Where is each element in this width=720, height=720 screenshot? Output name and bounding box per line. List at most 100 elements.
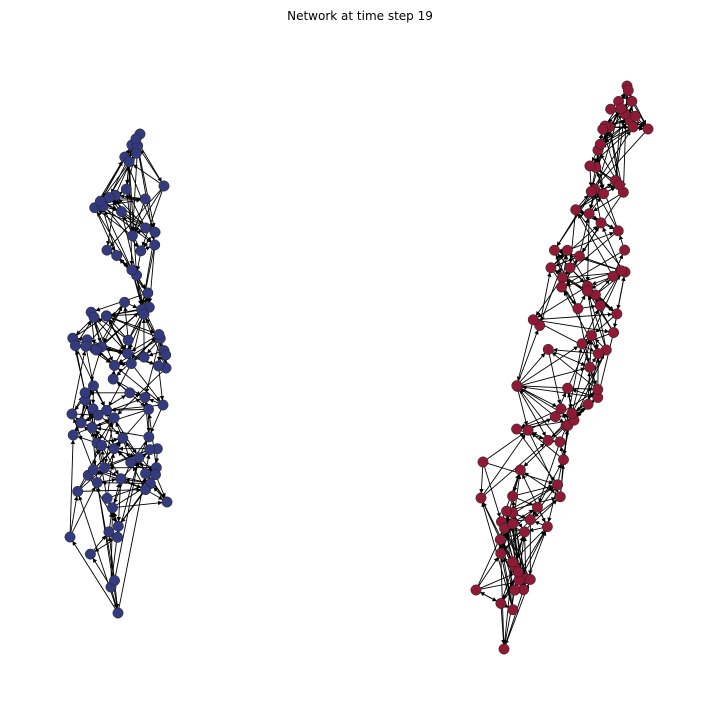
left-cluster-edge (128, 149, 133, 158)
right-cluster-edge (535, 281, 560, 317)
left-cluster-node (94, 195, 106, 207)
right-cluster-node (549, 411, 561, 423)
right-cluster-node (522, 424, 534, 436)
right-cluster-edge (605, 224, 615, 230)
right-cluster-edge (577, 213, 611, 273)
left-cluster-edge (136, 143, 156, 241)
right-cluster-node (511, 380, 523, 392)
right-cluster-edge (578, 194, 589, 207)
right-cluster-edge (512, 474, 520, 492)
right-cluster-edge (591, 278, 609, 289)
right-cluster-node (576, 338, 588, 350)
right-cluster-edge (534, 521, 543, 526)
left-cluster-edge (140, 149, 162, 183)
left-cluster-edge (158, 370, 165, 401)
right-cluster-edge (528, 527, 543, 533)
left-cluster-edge (106, 445, 111, 450)
left-cluster-node (161, 496, 173, 508)
right-cluster-edge (601, 129, 630, 148)
right-cluster-edge (579, 294, 586, 305)
right-cluster-edge (539, 463, 562, 504)
right-cluster-node (509, 584, 521, 596)
left-cluster-node (101, 244, 113, 256)
left-cluster-node (139, 391, 151, 403)
left-cluster-edge (124, 214, 152, 242)
right-cluster-node (581, 285, 593, 297)
right-cluster-node (545, 262, 557, 274)
left-cluster-node (125, 456, 137, 468)
right-cluster-edge (618, 235, 624, 246)
right-cluster-edge (569, 339, 590, 384)
left-cluster-edge (111, 484, 147, 498)
left-cluster-node (140, 468, 151, 479)
left-cluster-edge (100, 450, 106, 463)
right-cluster-edge (588, 170, 594, 187)
left-cluster-edge (94, 539, 114, 552)
right-cluster-node (470, 584, 482, 596)
left-cluster-node (158, 180, 170, 192)
right-cluster-edge (518, 389, 547, 437)
left-cluster-edge (132, 466, 144, 486)
right-cluster-edge (559, 446, 564, 455)
left-cluster-node (109, 575, 120, 587)
left-cluster-node (98, 462, 110, 474)
left-cluster-edge (88, 305, 122, 343)
left-cluster-edge (72, 540, 116, 610)
right-cluster-edge (521, 385, 593, 398)
right-cluster-edge (540, 272, 552, 321)
right-cluster-edge (596, 193, 617, 227)
left-cluster-edge (157, 479, 166, 498)
right-cluster-node (524, 514, 536, 526)
right-cluster-edge (518, 329, 539, 382)
right-cluster-node (524, 574, 536, 585)
left-cluster-node (133, 452, 145, 464)
left-cluster-node (92, 409, 104, 421)
left-cluster-edge (130, 150, 138, 232)
right-cluster-edge (522, 536, 528, 574)
left-cluster-edge (138, 150, 156, 228)
right-cluster-edge (585, 218, 590, 282)
left-cluster-node (138, 308, 150, 320)
left-cluster-edge (107, 536, 115, 576)
right-cluster-edge (604, 128, 629, 143)
left-cluster-edge (135, 255, 141, 271)
left-cluster-node (120, 183, 132, 195)
left-cluster-node (130, 133, 142, 145)
right-cluster-node (507, 604, 519, 616)
figure-title: Network at time step 19 (287, 9, 433, 23)
left-cluster-edge (97, 320, 125, 351)
left-cluster-edge (77, 435, 93, 442)
left-cluster-edge (134, 393, 141, 398)
left-cluster-edge (75, 320, 91, 335)
right-cluster-node (585, 186, 597, 197)
left-cluster-node (122, 348, 134, 359)
right-cluster-edge (598, 279, 610, 292)
right-cluster-edge (552, 347, 594, 354)
right-cluster-edge (602, 227, 620, 267)
left-cluster-edge (113, 466, 130, 504)
left-cluster-edge (69, 439, 76, 533)
left-cluster-edge (70, 495, 79, 533)
right-cluster-edge (524, 472, 557, 495)
right-cluster-edge (502, 528, 512, 550)
left-cluster-edge (92, 447, 97, 466)
left-cluster-edge (153, 486, 164, 499)
left-cluster-node (115, 206, 127, 218)
left-cluster-node (135, 245, 147, 257)
right-cluster-edge (556, 195, 589, 247)
left-cluster-node (112, 607, 124, 619)
left-cluster-edge (128, 303, 138, 309)
right-cluster-edge (540, 254, 567, 322)
left-cluster-node (106, 502, 118, 514)
right-cluster-edge (593, 130, 631, 188)
right-cluster-node (629, 110, 641, 122)
right-cluster-node (583, 208, 595, 220)
left-cluster-node (124, 387, 136, 399)
right-cluster-edge (593, 129, 630, 163)
right-cluster-node (627, 121, 639, 133)
right-cluster-node (542, 343, 554, 355)
right-cluster-node (507, 518, 519, 530)
right-cluster-edge (554, 225, 598, 265)
right-cluster-edge (500, 608, 506, 645)
